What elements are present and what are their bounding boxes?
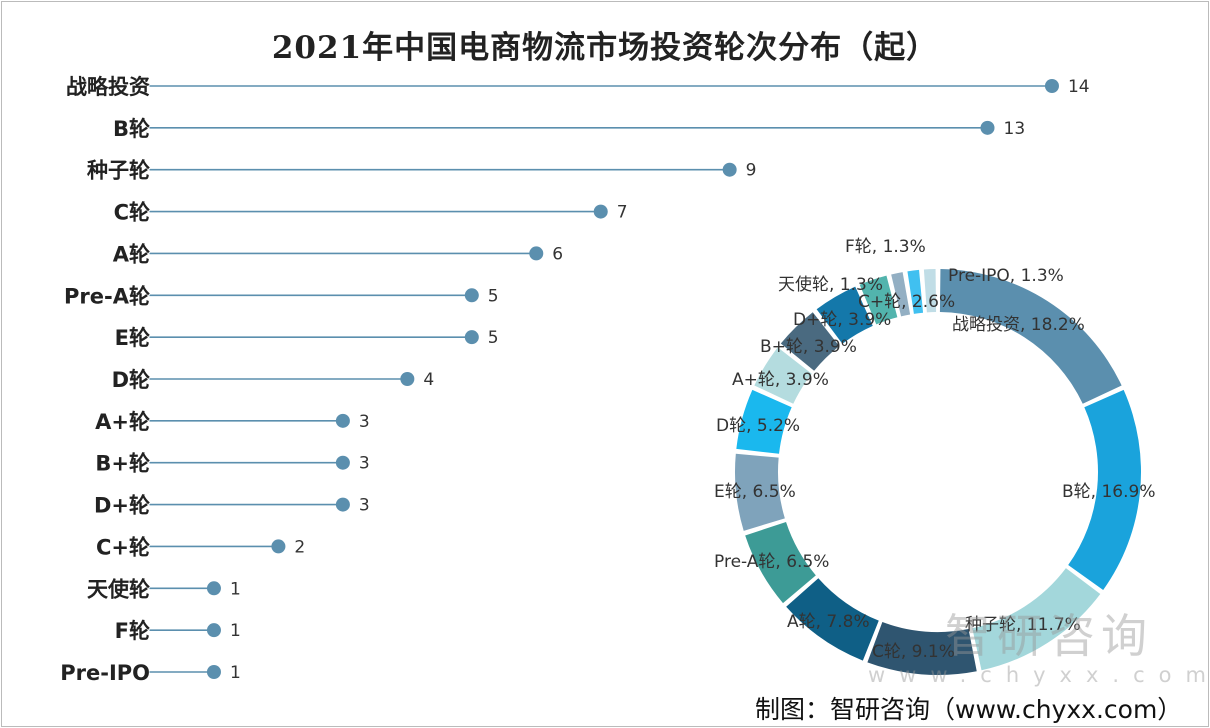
watermark-url: www.chyxx.com: [868, 663, 1210, 687]
lollipop-dot: [722, 162, 737, 177]
value-label: 3: [359, 412, 370, 432]
lollipop-dot: [206, 665, 221, 679]
donut-label: E轮, 6.5%: [714, 482, 796, 502]
category-label: E轮: [115, 326, 150, 350]
category-label: C轮: [114, 201, 150, 225]
category-label: Pre-IPO: [60, 661, 150, 685]
category-label: 战略投资: [66, 75, 150, 99]
category-label: C+轮: [96, 535, 150, 559]
lollipop-dot: [593, 204, 608, 219]
donut-label: 战略投资, 18.2%: [952, 315, 1085, 335]
category-label: A轮: [113, 242, 150, 266]
value-label: 13: [1004, 119, 1026, 139]
donut-label: C+轮, 2.6%: [858, 292, 955, 312]
lollipop-dot: [464, 288, 479, 303]
donut-slice: [754, 347, 812, 404]
donut-label: C轮, 9.1%: [872, 642, 955, 662]
value-label: 1: [230, 579, 241, 599]
donut-slice: [745, 522, 816, 604]
donut-label: D+轮, 3.9%: [793, 310, 891, 330]
donut-slice: [907, 269, 924, 314]
donut-label: A轮, 7.8%: [787, 612, 870, 632]
lollipop-dot: [206, 623, 221, 638]
donut-slice: [891, 272, 911, 317]
value-label: 5: [488, 328, 499, 348]
donut-label: B轮, 16.9%: [1062, 482, 1155, 502]
value-label: 5: [488, 286, 499, 306]
lollipop-dot: [980, 120, 995, 135]
value-label: 4: [423, 370, 434, 390]
lollipop-dot: [335, 497, 350, 512]
donut-label: Pre-A轮, 6.5%: [714, 552, 829, 572]
lollipop-dot: [464, 330, 479, 345]
lollipop-dot: [335, 455, 350, 470]
value-label: 1: [230, 663, 241, 683]
source-note: 制图：智研咨询（www.chyxx.com）: [755, 695, 1183, 724]
donut-label: A+轮, 3.9%: [732, 370, 829, 390]
donut-slice: [923, 269, 937, 313]
donut-label: F轮, 1.3%: [845, 237, 926, 257]
category-label: 天使轮: [87, 577, 150, 601]
category-label: B轮: [113, 117, 150, 141]
category-label: 种子轮: [86, 159, 150, 183]
category-label: F轮: [115, 619, 150, 643]
value-label: 6: [552, 244, 563, 264]
donut-slice: [859, 275, 898, 325]
value-label: 2: [294, 537, 305, 557]
value-label: 7: [617, 203, 628, 223]
lollipop-dot: [335, 413, 350, 428]
lollipop-dot: [1044, 79, 1059, 93]
watermark-logo: 智研咨询: [945, 609, 1153, 663]
donut-label: 种子轮, 11.7%: [965, 615, 1081, 635]
value-label: 1: [230, 621, 241, 641]
donut-slice: [816, 286, 873, 344]
value-label: 9: [746, 161, 757, 181]
category-label: Pre-A轮: [64, 284, 150, 308]
lollipop-dot: [206, 581, 221, 596]
donut-slice: [736, 389, 792, 454]
donut-slice: [939, 269, 1122, 404]
chart-title: 2021年中国电商物流市场投资轮次分布（起）: [271, 30, 939, 66]
donut-label: Pre-IPO, 1.3%: [948, 266, 1064, 286]
donut-label: D轮, 5.2%: [716, 416, 800, 436]
donut-slice: [972, 568, 1101, 671]
value-label: 3: [359, 454, 370, 474]
donut-slice: [1068, 389, 1141, 591]
lollipop-dot: [529, 246, 544, 261]
donut-label: B+轮, 3.9%: [760, 337, 857, 357]
category-label: D轮: [112, 368, 150, 392]
lollipop-dot: [400, 372, 415, 386]
donut-slice: [867, 622, 977, 675]
category-label: B+轮: [95, 452, 150, 476]
donut-slice: [786, 578, 879, 661]
donut-slice: [780, 312, 840, 371]
category-label: D+轮: [94, 494, 150, 518]
donut-label: 天使轮, 1.3%: [778, 274, 883, 295]
donut-slice: [734, 453, 785, 531]
lollipop-dot: [271, 539, 286, 554]
value-label: 3: [359, 496, 370, 516]
value-label: 14: [1068, 77, 1090, 97]
category-label: A+轮: [95, 410, 150, 434]
